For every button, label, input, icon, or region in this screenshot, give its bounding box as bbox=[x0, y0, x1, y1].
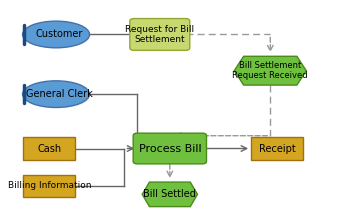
Polygon shape bbox=[234, 56, 306, 85]
Ellipse shape bbox=[23, 21, 89, 48]
Text: General Clerk: General Clerk bbox=[26, 89, 93, 99]
Ellipse shape bbox=[23, 81, 89, 108]
FancyBboxPatch shape bbox=[130, 19, 190, 50]
Text: Receipt: Receipt bbox=[259, 143, 295, 154]
Text: Billing Information: Billing Information bbox=[8, 181, 91, 190]
Text: Bill Settlement
Request Received: Bill Settlement Request Received bbox=[232, 61, 308, 80]
FancyBboxPatch shape bbox=[251, 137, 303, 160]
Text: Customer: Customer bbox=[36, 29, 83, 40]
FancyBboxPatch shape bbox=[23, 137, 75, 160]
FancyBboxPatch shape bbox=[23, 175, 75, 197]
Polygon shape bbox=[142, 182, 197, 207]
Text: Cash: Cash bbox=[37, 143, 61, 154]
Text: Bill Settled: Bill Settled bbox=[143, 189, 196, 199]
Text: Request for Bill
Settlement: Request for Bill Settlement bbox=[125, 25, 194, 44]
Text: Process Bill: Process Bill bbox=[139, 143, 201, 154]
Ellipse shape bbox=[24, 22, 90, 49]
Ellipse shape bbox=[24, 82, 90, 108]
FancyBboxPatch shape bbox=[133, 133, 207, 164]
